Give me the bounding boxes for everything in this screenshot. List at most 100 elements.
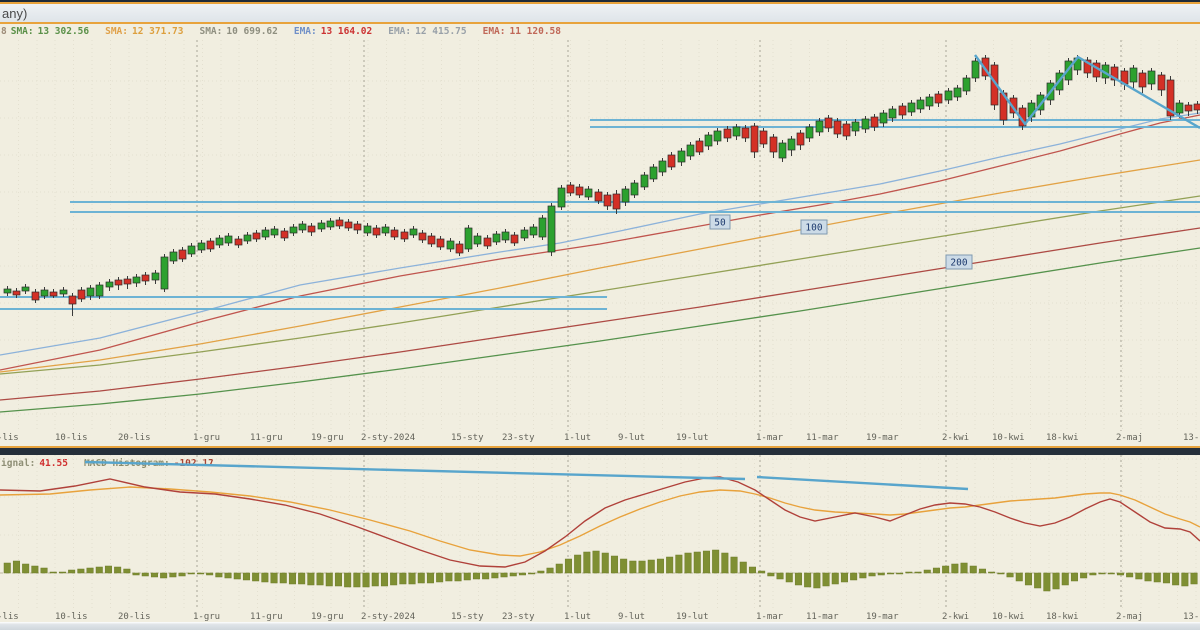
candle-down[interactable] (594, 191, 603, 202)
candle-down[interactable] (695, 140, 704, 153)
candle-up[interactable] (160, 256, 169, 290)
candle-down[interactable] (824, 117, 833, 129)
candle-down[interactable] (796, 132, 805, 146)
candle-up[interactable] (658, 160, 667, 173)
candle-up[interactable] (861, 118, 870, 130)
candle-down[interactable] (252, 232, 261, 240)
candle-up[interactable] (21, 286, 30, 292)
candle-up[interactable] (473, 235, 482, 245)
candle-up[interactable] (630, 182, 639, 196)
candle-down[interactable] (612, 193, 621, 210)
candle-down[interactable] (31, 291, 40, 301)
candle-up[interactable] (86, 287, 95, 297)
candle-down[interactable] (981, 57, 990, 77)
candle-up[interactable] (787, 138, 796, 151)
candle-up[interactable] (907, 102, 916, 113)
candle-up[interactable] (547, 205, 556, 253)
candle-down[interactable] (769, 136, 778, 153)
candle-down[interactable] (741, 127, 750, 139)
candle-up[interactable] (962, 77, 971, 92)
candle-up[interactable] (215, 237, 224, 246)
candle-up[interactable] (446, 240, 455, 250)
candle-up[interactable] (971, 60, 980, 79)
candle-up[interactable] (261, 229, 270, 238)
candle-up[interactable] (584, 188, 593, 198)
candle-up[interactable] (944, 90, 953, 101)
candle-down[interactable] (455, 243, 464, 254)
macd-trendline[interactable] (84, 460, 746, 481)
candle-down[interactable] (750, 125, 759, 153)
candle-down[interactable] (77, 289, 86, 300)
candle-down[interactable] (344, 221, 353, 229)
candle-down[interactable] (934, 93, 943, 104)
candle-up[interactable] (187, 245, 196, 255)
candle-down[interactable] (206, 240, 215, 250)
candle-up[interactable] (381, 226, 390, 234)
candle-down[interactable] (833, 120, 842, 135)
candle-up[interactable] (40, 289, 49, 297)
candle-down[interactable] (603, 194, 612, 207)
candle-down[interactable] (234, 238, 243, 246)
candle-down[interactable] (49, 291, 58, 297)
ma-period-label-box[interactable] (709, 214, 731, 230)
candle-down[interactable] (178, 249, 187, 260)
candle-down[interactable] (1184, 104, 1193, 112)
candle-up[interactable] (1129, 67, 1138, 83)
candle-down[interactable] (1138, 72, 1147, 88)
candle-up[interactable] (686, 144, 695, 157)
candle-up[interactable] (464, 227, 473, 250)
candle-down[interactable] (510, 234, 519, 244)
candle-down[interactable] (68, 295, 77, 305)
candle-up[interactable] (888, 108, 897, 119)
candle-down[interactable] (353, 223, 362, 231)
candle-down[interactable] (141, 274, 150, 282)
candle-up[interactable] (169, 251, 178, 262)
candle-up[interactable] (649, 166, 658, 180)
candle-up[interactable] (704, 134, 713, 147)
candle-down[interactable] (566, 184, 575, 194)
candle-down[interactable] (12, 290, 21, 296)
candle-up[interactable] (529, 226, 538, 236)
candle-up[interactable] (925, 96, 934, 107)
candle-up[interactable] (59, 289, 68, 295)
candle-down[interactable] (870, 116, 879, 128)
candle-up[interactable] (151, 272, 160, 281)
candle-down[interactable] (759, 130, 768, 145)
candle-down[interactable] (898, 105, 907, 116)
candle-up[interactable] (132, 276, 141, 284)
candle-up[interactable] (953, 87, 962, 98)
candle-down[interactable] (400, 231, 409, 240)
candle-up[interactable] (3, 288, 12, 294)
candle-up[interactable] (557, 187, 566, 208)
candle-up[interactable] (916, 99, 925, 110)
candle-up[interactable] (501, 231, 510, 241)
candle-up[interactable] (805, 126, 814, 139)
candle-up[interactable] (289, 226, 298, 234)
candle-down[interactable] (114, 279, 123, 286)
candle-down[interactable] (1110, 66, 1119, 81)
candle-down[interactable] (427, 235, 436, 245)
ma-period-label-box[interactable] (945, 254, 973, 270)
candle-up[interactable] (270, 228, 279, 236)
candle-down[interactable] (575, 186, 584, 196)
candle-down[interactable] (390, 229, 399, 238)
candle-up[interactable] (298, 223, 307, 231)
ma-period-label-box[interactable] (800, 219, 828, 235)
candle-up[interactable] (95, 284, 104, 297)
candle-down[interactable] (1157, 74, 1166, 91)
candle-up[interactable] (492, 233, 501, 243)
candle-up[interactable] (243, 234, 252, 242)
candle-down[interactable] (723, 128, 732, 139)
candle-down[interactable] (1083, 59, 1092, 74)
candle-down[interactable] (436, 238, 445, 248)
candle-up[interactable] (197, 242, 206, 251)
candle-up[interactable] (778, 142, 787, 159)
candle-up[interactable] (732, 126, 741, 137)
candle-up[interactable] (879, 112, 888, 124)
candle-up[interactable] (538, 217, 547, 238)
candle-up[interactable] (224, 235, 233, 244)
candle-up[interactable] (815, 120, 824, 133)
candle-up[interactable] (851, 121, 860, 132)
candle-up[interactable] (409, 228, 418, 236)
